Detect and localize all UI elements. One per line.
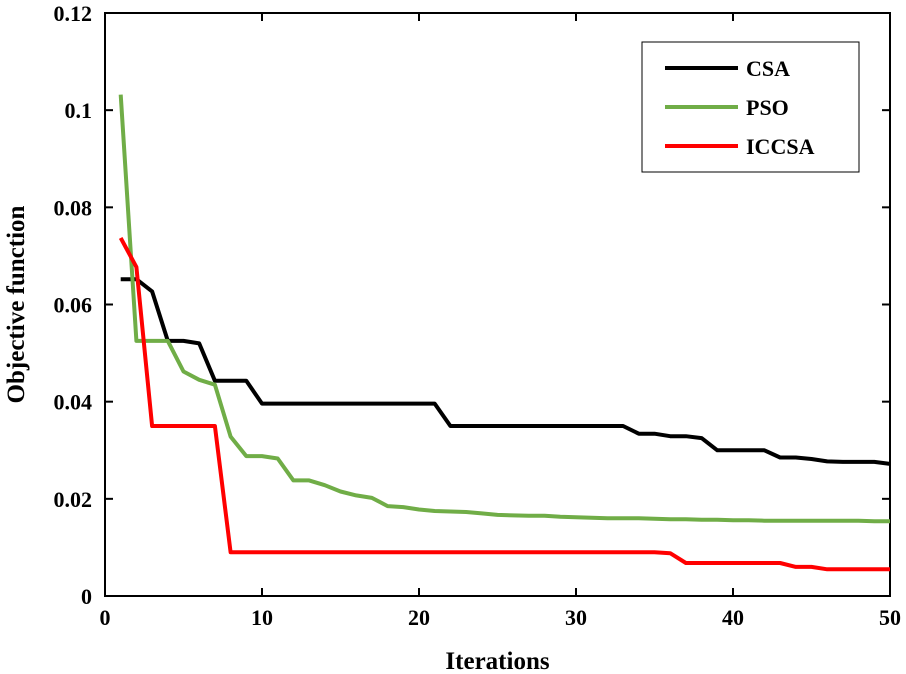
legend-item-pso: PSO: [665, 95, 789, 120]
y-tick-label: 0.1: [65, 98, 93, 123]
legend-item-csa: CSA: [665, 56, 790, 81]
legend-label: PSO: [746, 95, 789, 120]
x-tick-label: 20: [408, 605, 430, 630]
legend-label: CSA: [746, 56, 790, 81]
x-axis-title: Iterations: [445, 648, 549, 674]
plot-area: 0 10 20 30 40 50 0 0.02 0.04 0.06 0.08 0.1 0.12: [54, 1, 902, 630]
legend-item-iccsa: ICCSA: [665, 134, 815, 159]
series-line-iccsa: [118, 236, 890, 572]
y-tick-label: 0.06: [54, 293, 93, 318]
legend: CSA PSO ICCSA: [641, 41, 860, 173]
x-tick-label: 50: [879, 605, 901, 630]
y-tick-label: 0: [81, 584, 92, 609]
series-line-csa: [120, 277, 891, 466]
y-tick-label: 0.12: [54, 1, 93, 26]
y-tick-label: 0.04: [54, 390, 93, 415]
y-axis-title: Objective function: [3, 205, 30, 403]
ticks-group: 0 10 20 30 40 50 0 0.02 0.04 0.06 0.08 0.1 0.12: [54, 1, 902, 630]
y-tick-label: 0.02: [54, 487, 93, 512]
x-tick-label: 10: [251, 605, 273, 630]
series-group: [118, 94, 891, 572]
legend-label: ICCSA: [746, 134, 815, 159]
y-tick-label: 0.08: [54, 195, 93, 220]
x-tick-label: 0: [100, 605, 111, 630]
series-line-pso: [118, 94, 890, 524]
x-tick-label: 40: [722, 605, 744, 630]
x-tick-label: 30: [565, 605, 587, 630]
